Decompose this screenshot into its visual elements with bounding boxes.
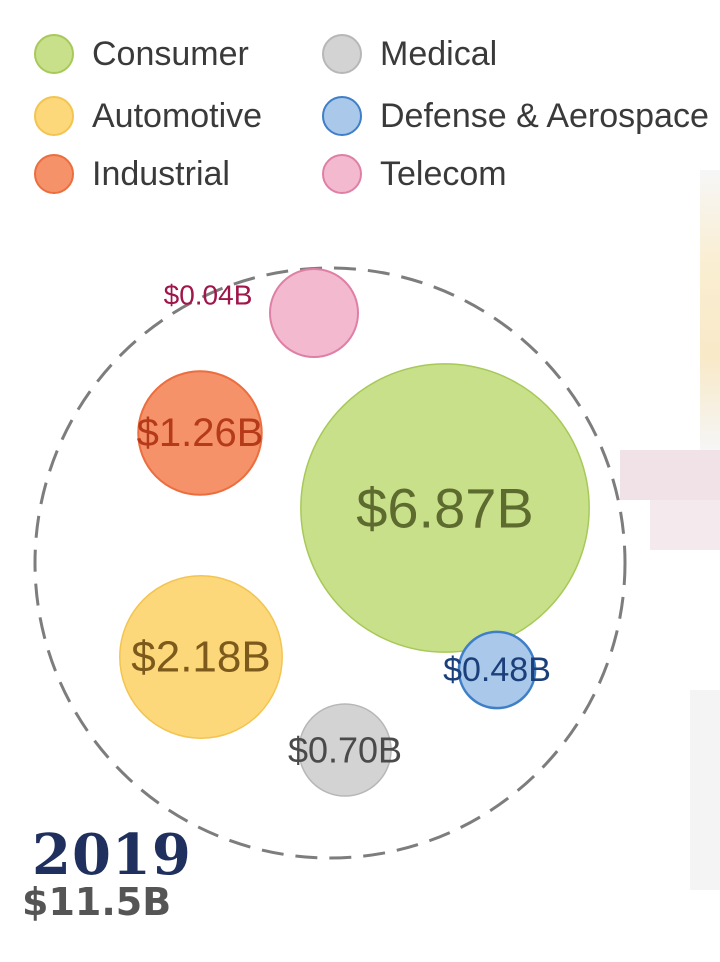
background-fragment: [690, 690, 720, 890]
legend-item-medical: Medical: [322, 30, 497, 78]
bubble-label-industrial: $1.26B: [137, 411, 264, 455]
bubble-label-automotive: $2.18B: [131, 633, 270, 682]
legend-swatch-industrial: [34, 154, 74, 194]
background-fragment: [700, 170, 720, 450]
background-fragment: [650, 500, 720, 550]
chart-year: 2019: [32, 822, 192, 888]
legend-swatch-medical: [322, 34, 362, 74]
bubble-medical: [298, 703, 392, 797]
legend-item-consumer: Consumer: [34, 30, 249, 78]
legend-swatch-telecom: [322, 154, 362, 194]
legend-swatch-consumer: [34, 34, 74, 74]
enclosing-dashed-circle: [33, 266, 627, 860]
legend-label: Consumer: [92, 34, 249, 73]
legend-swatch-automotive: [34, 96, 74, 136]
bubble-telecom: [269, 268, 359, 358]
legend-label: Medical: [380, 34, 498, 73]
bubble-label-consumer: $6.87B: [356, 477, 534, 540]
bubble-label-defense-aerospace: $0.48B: [443, 651, 551, 689]
bubble-defense-aerospace: [457, 630, 537, 710]
legend-item-telecom: Telecom: [322, 150, 507, 198]
bubble-automotive: [119, 575, 283, 739]
legend-label: Telecom: [380, 154, 507, 193]
legend-label: Industrial: [92, 154, 230, 193]
chart-total: $11.5B: [22, 880, 172, 924]
legend-item-defense-aerospace: Defense & Aerospace: [322, 92, 709, 140]
legend-item-industrial: Industrial: [34, 150, 230, 198]
bubble-label-medical: $0.70B: [288, 730, 402, 771]
chart-legend: Consumer Automotive Industrial Medical D…: [0, 0, 720, 210]
bubble-label-telecom: $0.04B: [164, 280, 253, 311]
bubble-industrial: [137, 370, 263, 496]
legend-label: Automotive: [92, 96, 263, 135]
bubble-consumer: [300, 363, 590, 653]
background-fragment: [620, 450, 720, 500]
legend-label: Defense & Aerospace: [380, 96, 709, 135]
legend-swatch-defense-aerospace: [322, 96, 362, 136]
legend-item-automotive: Automotive: [34, 92, 262, 140]
